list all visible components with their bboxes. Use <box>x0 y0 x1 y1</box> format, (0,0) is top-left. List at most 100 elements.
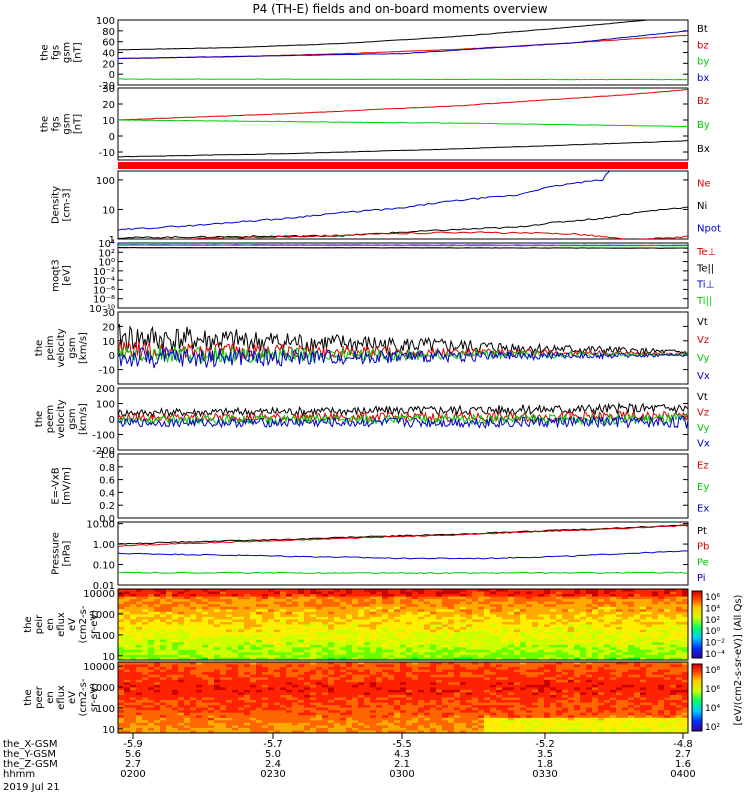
spectrogram-cell <box>286 634 293 638</box>
spectrogram-cell <box>292 667 299 671</box>
spectrogram-cell <box>346 662 353 665</box>
spectrogram-cell <box>364 720 371 724</box>
spectrogram-cell <box>304 682 311 686</box>
spectrogram-cell <box>226 697 233 701</box>
spectrogram-cell <box>142 609 149 613</box>
spectrogram-cell <box>466 604 473 608</box>
spectrogram-cell <box>568 657 575 661</box>
spectrogram-cell <box>118 700 125 703</box>
spectrogram-cell <box>154 649 161 653</box>
spectrogram-cell <box>244 642 251 646</box>
spectrogram-cell <box>424 727 431 731</box>
spectrogram-cell <box>574 596 581 600</box>
spectrogram-cell <box>592 601 599 605</box>
spectrogram-cell <box>292 654 299 658</box>
spectrogram-cell <box>268 606 275 610</box>
spectrogram-cell <box>544 642 551 646</box>
spectrogram-cell <box>514 624 521 628</box>
spectrogram-cell <box>184 710 191 714</box>
spectrogram-cell <box>208 705 215 709</box>
spectrogram-cell <box>334 710 341 714</box>
series-Bx <box>118 140 688 158</box>
spectrogram-cell <box>148 692 155 696</box>
spectrogram-cell <box>286 652 293 656</box>
spectrogram-cell <box>124 682 131 686</box>
spectrogram-cell <box>466 619 473 623</box>
spectrogram-cell <box>382 632 389 636</box>
spectrogram-cell <box>388 606 395 610</box>
spectrogram-cell <box>208 725 215 729</box>
spectrogram-cell <box>130 649 137 653</box>
spectrogram-cell <box>280 725 287 729</box>
spectrogram-cell <box>154 624 161 628</box>
spectrogram-cell <box>484 604 491 608</box>
spectrogram-cell <box>598 629 605 633</box>
spectrogram-cell <box>670 616 677 620</box>
spectrogram-cell <box>460 682 467 686</box>
spectrogram-cell <box>454 604 461 608</box>
spectrogram-cell <box>136 672 143 676</box>
spectrogram-cell <box>388 589 395 592</box>
spectrogram-cell <box>172 679 179 683</box>
spectrogram-cell <box>232 695 239 698</box>
spectrogram-cell <box>568 599 575 603</box>
spectrogram-cell <box>292 720 299 724</box>
spectrogram-cell <box>118 692 125 696</box>
spectrogram-cell <box>496 654 503 658</box>
spectrogram-cell <box>298 616 305 620</box>
spectrogram-cell <box>214 611 221 615</box>
spectrogram-cell <box>202 722 209 726</box>
spectrogram-cell <box>118 622 125 625</box>
spectrogram-cell <box>124 616 131 620</box>
spectrogram-cell <box>262 695 269 698</box>
spectrogram-cell <box>298 662 305 665</box>
spectrogram-cell <box>184 632 191 636</box>
spectrogram-cell <box>370 677 377 681</box>
spectrogram-cell <box>520 695 527 698</box>
spectrogram-cell <box>478 591 485 595</box>
spectrogram-cell <box>322 662 329 665</box>
spectrogram-cell <box>166 710 173 714</box>
spectrogram-cell <box>382 707 389 711</box>
series-group <box>118 20 688 81</box>
spectrogram-cell <box>538 695 545 698</box>
spectrogram-cell <box>664 594 671 598</box>
spectrogram-cell <box>220 684 227 688</box>
spectrogram-cell <box>304 649 311 653</box>
spectrogram-cell <box>418 637 425 641</box>
spectrogram-cell <box>508 619 515 623</box>
spectrogram-cell <box>184 624 191 628</box>
spectrogram-cell <box>226 727 233 731</box>
spectrogram-cell <box>346 692 353 696</box>
spectrogram-cell <box>388 679 395 683</box>
spectrogram-cell <box>532 674 539 678</box>
spectrogram-cell <box>388 717 395 721</box>
spectrogram-cell <box>454 662 461 665</box>
spectrogram-cell <box>502 679 509 683</box>
spectrogram-cell <box>532 624 539 628</box>
spectrogram-cell <box>352 720 359 724</box>
spectrogram-cell <box>388 664 395 668</box>
spectrogram-cell <box>178 715 185 719</box>
spectrogram-cell <box>130 591 137 595</box>
spectrogram-cell <box>136 682 143 686</box>
legend-entry: Te⊥ <box>696 247 716 258</box>
spectrogram-cell <box>238 677 245 681</box>
spectrogram-cell <box>550 679 557 683</box>
spectrogram-cell <box>310 591 317 595</box>
spectrogram-cell <box>412 627 419 630</box>
spectrogram-cell <box>166 695 173 698</box>
panel-frame <box>117 87 689 161</box>
spectrogram-cell <box>502 697 509 701</box>
spectrogram-cell <box>490 679 497 683</box>
spectrogram-cell <box>166 654 173 658</box>
y-tick-label: 20 <box>102 100 115 111</box>
spectrogram-cell <box>328 616 335 620</box>
spectrogram-cell <box>646 614 653 618</box>
spectrogram-cell <box>538 727 545 731</box>
spectrogram-cell <box>292 606 299 610</box>
spectrogram-cell <box>460 669 467 673</box>
spectrogram-cell <box>130 700 137 703</box>
spectrogram-cell <box>490 689 497 693</box>
spectrogram-cell <box>154 644 161 648</box>
